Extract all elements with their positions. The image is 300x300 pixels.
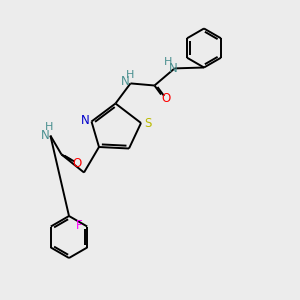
Text: N: N xyxy=(40,129,50,142)
Text: S: S xyxy=(144,117,151,130)
Text: N: N xyxy=(80,114,89,127)
Text: O: O xyxy=(162,92,171,105)
Text: N: N xyxy=(121,75,130,88)
Text: F: F xyxy=(76,219,82,232)
Text: H: H xyxy=(45,122,53,132)
Text: O: O xyxy=(72,157,81,170)
Text: N: N xyxy=(169,62,178,75)
Text: H: H xyxy=(164,57,172,67)
Text: H: H xyxy=(126,70,134,80)
